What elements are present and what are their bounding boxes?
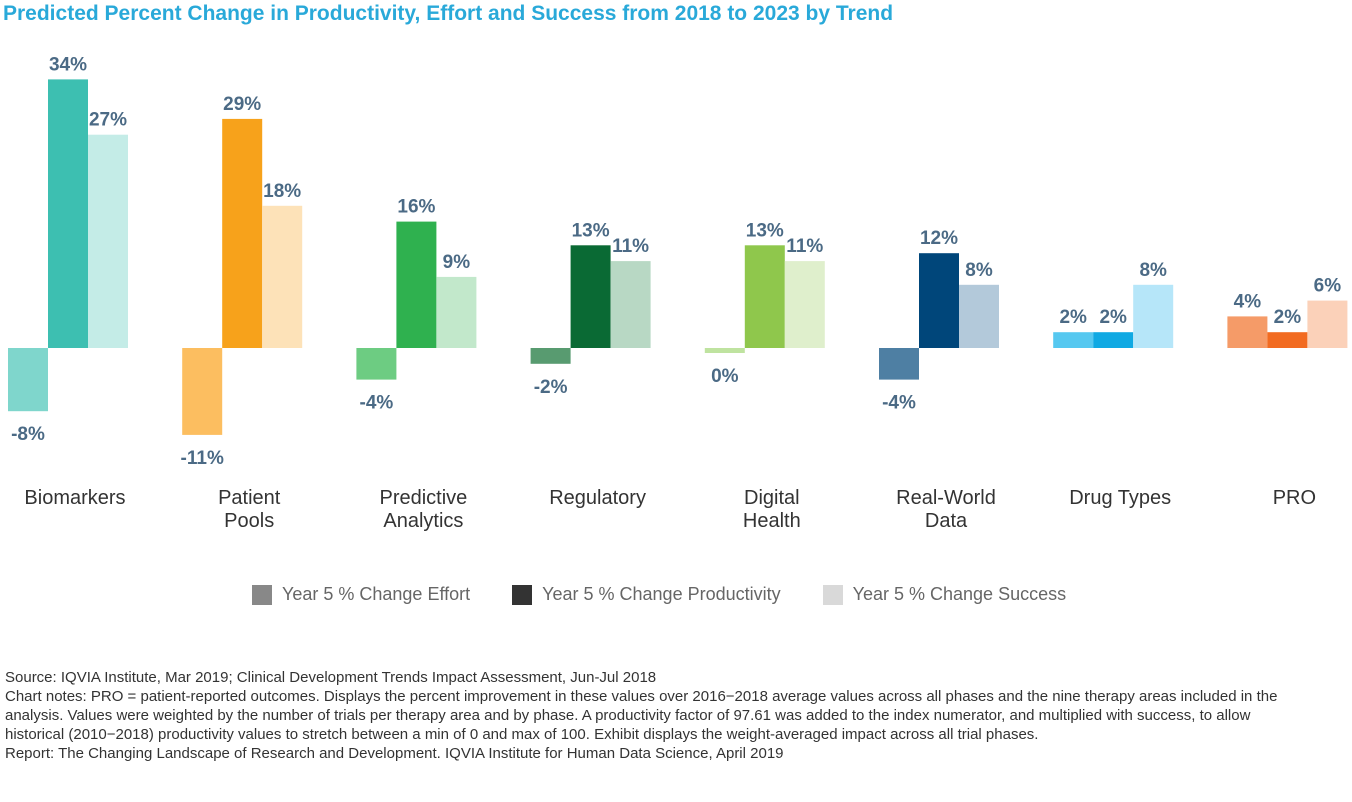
data-label-drug-types-productivity: 2%	[1099, 307, 1127, 328]
category-label-line: Drug Types	[1069, 487, 1171, 509]
category-label-line: Pools	[224, 510, 274, 532]
data-label-regulatory-success: 11%	[612, 236, 649, 257]
data-label-pro-effort: 4%	[1234, 291, 1262, 312]
data-label-drug-types-effort: 2%	[1059, 307, 1087, 328]
legend: Year 5 % Change Effort Year 5 % Change P…	[252, 584, 1066, 605]
legend-item-effort: Year 5 % Change Effort	[252, 584, 470, 605]
bar-digital-health-success	[784, 261, 825, 348]
bar-digital-health-productivity	[744, 245, 785, 348]
bar-chart: -8% 34% 27% Biomarkers -11% 29% 18% Patient Pool…	[8, 54, 1348, 532]
data-label-patient-pools-effort: -11%	[181, 448, 224, 469]
bar-pro-success	[1307, 300, 1348, 348]
chart-notes: Source: IQVIA Institute, Mar 2019; Clini…	[5, 668, 1305, 763]
legend-swatch-effort	[252, 584, 272, 605]
bar-predictive-analytics-productivity	[396, 221, 437, 348]
bar-digital-health-effort	[704, 348, 745, 353]
data-label-biomarkers-productivity: 34%	[49, 54, 87, 75]
bar-real-world-data-effort	[879, 348, 919, 380]
data-label-regulatory-effort: -2%	[534, 377, 568, 398]
chart-notes-text: Chart notes: PRO = patient-reported outc…	[5, 688, 1278, 743]
data-label-predictive-analytics-effort: -4%	[360, 393, 394, 414]
data-label-real-world-data-success: 8%	[965, 260, 993, 281]
legend-label-effort: Year 5 % Change Effort	[282, 584, 471, 604]
data-label-real-world-data-effort: -4%	[882, 393, 916, 414]
category-label-line: Regulatory	[549, 487, 646, 509]
category-label-digital-health: Digital Health	[743, 487, 801, 532]
data-label-biomarkers-effort: -8%	[11, 424, 45, 445]
category-label-line: Biomarkers	[24, 487, 125, 509]
legend-item-productivity: Year 5 % Change Productivity	[512, 584, 781, 605]
data-label-pro-success: 6%	[1314, 276, 1342, 297]
bar-real-world-data-success	[959, 284, 999, 348]
legend-label-success: Year 5 % Change Success	[852, 584, 1067, 604]
category-label-line: Health	[743, 510, 801, 532]
bar-drug-types-success	[1133, 284, 1174, 348]
bar-biomarkers-effort	[8, 348, 48, 412]
category-label-line: Predictive	[379, 487, 467, 509]
category-label-line: Real-World	[896, 487, 996, 509]
legend-item-success: Year 5 % Change Success	[822, 584, 1067, 605]
bar-biomarkers-success	[88, 134, 128, 348]
category-label-patient-pools: Patient Pools	[218, 487, 281, 532]
category-label-biomarkers: Biomarkers	[24, 487, 125, 509]
data-label-regulatory-productivity: 13%	[572, 220, 610, 241]
category-label-pro: PRO	[1273, 487, 1316, 509]
bar-drug-types-effort	[1053, 332, 1094, 348]
data-label-pro-productivity: 2%	[1274, 307, 1302, 328]
bar-predictive-analytics-effort	[356, 348, 397, 380]
category-label-line: Patient	[218, 487, 281, 509]
category-label-real-world-data: Real-World Data	[896, 487, 996, 532]
data-label-biomarkers-success: 27%	[89, 110, 127, 131]
bar-predictive-analytics-success	[436, 276, 477, 348]
bar-pro-effort	[1227, 316, 1268, 348]
category-label-predictive-analytics: Predictive Analytics	[379, 487, 467, 532]
data-label-predictive-analytics-success: 9%	[443, 252, 471, 273]
bar-patient-pools-effort	[182, 348, 223, 435]
source-note: Source: IQVIA Institute, Mar 2019; Clini…	[5, 669, 657, 686]
bar-regulatory-success	[610, 261, 651, 348]
data-label-real-world-data-productivity: 12%	[920, 228, 958, 249]
chart-title: Predicted Percent Change in Productivity…	[3, 2, 894, 25]
data-label-digital-health-productivity: 13%	[746, 220, 784, 241]
bar-biomarkers-productivity	[48, 79, 88, 349]
category-label-drug-types: Drug Types	[1069, 487, 1171, 509]
category-label-line: PRO	[1273, 487, 1316, 509]
data-label-patient-pools-success: 18%	[263, 181, 301, 202]
data-label-drug-types-success: 8%	[1139, 260, 1167, 281]
bar-patient-pools-productivity	[222, 118, 263, 349]
category-label-regulatory: Regulatory	[549, 487, 646, 509]
category-label-line: Analytics	[383, 510, 463, 532]
bar-real-world-data-productivity	[919, 253, 959, 348]
data-label-digital-health-success: 11%	[786, 236, 823, 257]
data-label-predictive-analytics-productivity: 16%	[397, 197, 435, 218]
bar-pro-productivity	[1267, 332, 1308, 348]
legend-swatch-success	[822, 584, 843, 605]
data-label-digital-health-effort: 0%	[711, 366, 739, 387]
bar-drug-types-productivity	[1093, 332, 1134, 348]
category-label-line: Data	[925, 510, 968, 532]
legend-label-productivity: Year 5 % Change Productivity	[542, 584, 781, 604]
data-label-patient-pools-productivity: 29%	[223, 94, 261, 115]
bar-regulatory-productivity	[570, 245, 611, 348]
report-note: Report: The Changing Landscape of Resear…	[5, 745, 784, 762]
category-label-line: Digital	[744, 487, 800, 509]
bar-regulatory-effort	[530, 348, 571, 364]
legend-swatch-productivity	[512, 584, 533, 605]
bar-patient-pools-success	[262, 205, 303, 348]
